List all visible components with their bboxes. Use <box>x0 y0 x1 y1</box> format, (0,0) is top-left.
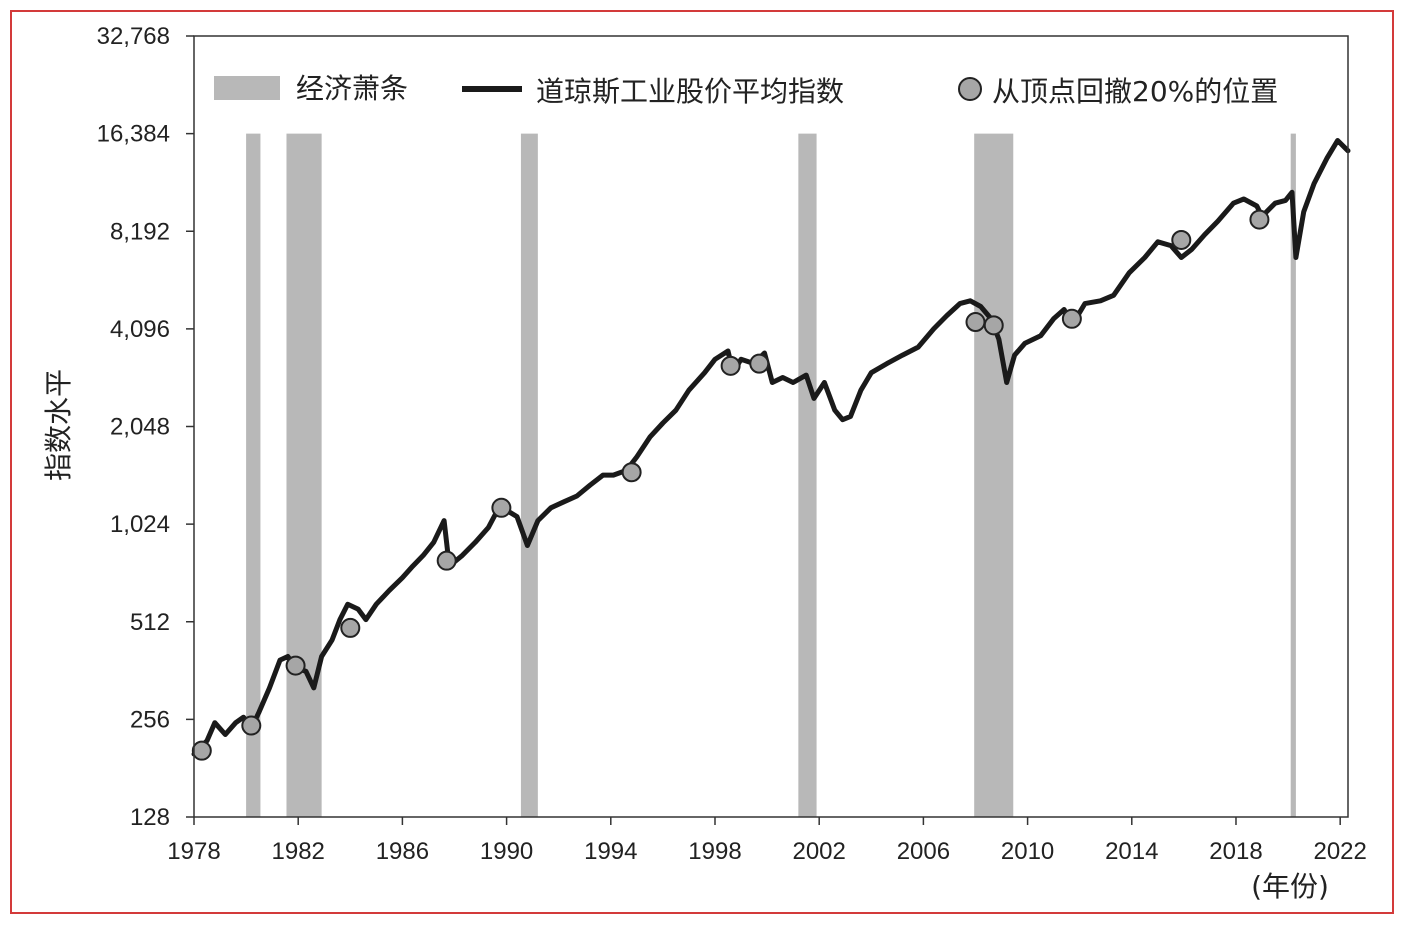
x-tick-label-4: 1994 <box>584 838 637 865</box>
recession-band-5 <box>1290 133 1296 817</box>
legend-recession-swatch <box>214 76 280 100</box>
drawdown-markers <box>191 209 1270 761</box>
y-axis-title: 指数水平 <box>42 369 75 481</box>
y-tick-label-3: 1,024 <box>110 511 170 538</box>
drawdown-marker-3 <box>340 617 361 638</box>
plot-area-border <box>193 35 1349 818</box>
x-tick-label-7: 2006 <box>897 838 950 865</box>
x-tick-label-1: 1982 <box>272 838 325 865</box>
drawdown-marker-6 <box>621 462 642 483</box>
x-tick-label-6: 2002 <box>792 838 845 865</box>
x-tick-label-3: 1990 <box>480 838 533 865</box>
recession-band-2 <box>520 133 538 817</box>
y-tick-label-8: 32,768 <box>97 23 170 50</box>
x-axis-ticks: 1978 1982 1986 1990 1994 1998 2002 2006 2010 2014… <box>167 817 1367 865</box>
drawdown-marker-0 <box>191 740 212 761</box>
drawdown-marker-5 <box>491 497 512 518</box>
chart-frame <box>10 10 1394 914</box>
recession-band-0 <box>246 133 261 817</box>
drawdown-marker-4 <box>436 550 457 571</box>
legend-dow-label: 道琼斯工业股价平均指数 <box>536 75 844 108</box>
recession-band-4 <box>974 133 1014 817</box>
y-tick-label-2: 512 <box>130 609 170 636</box>
x-tick-label-11: 2022 <box>1313 838 1366 865</box>
recession-band-1 <box>286 133 322 817</box>
x-axis-unit: (年份) <box>1251 870 1329 903</box>
drawdown-marker-1 <box>241 715 262 736</box>
y-axis-ticks: 128 256 512 1,024 2,048 4,096 8,192 16,384 32,76… <box>97 23 194 831</box>
legend: 经济萧条 道琼斯工业股价平均指数 从顶点回撤20%的位置 <box>214 72 1278 108</box>
legend-drawdown-marker-swatch <box>958 77 982 101</box>
x-tick-label-2: 1986 <box>376 838 429 865</box>
recession-bands <box>246 133 1296 817</box>
y-tick-label-7: 16,384 <box>97 121 170 148</box>
y-tick-label-6: 8,192 <box>110 218 170 245</box>
drawdown-marker-12 <box>1171 229 1192 250</box>
recession-band-3 <box>798 133 817 817</box>
y-tick-label-0: 128 <box>130 804 170 831</box>
drawdown-marker-10 <box>983 315 1004 336</box>
drawdown-marker-11 <box>1061 308 1082 329</box>
legend-recession-label: 经济萧条 <box>296 72 408 105</box>
drawdown-marker-7 <box>720 355 741 376</box>
x-tick-label-0: 1978 <box>167 838 220 865</box>
y-tick-label-1: 256 <box>130 706 170 733</box>
drawdown-marker-8 <box>749 353 770 374</box>
x-tick-label-9: 2014 <box>1105 838 1158 865</box>
x-tick-label-8: 2010 <box>1001 838 1054 865</box>
legend-drawdown-label: 从顶点回撤20%的位置 <box>992 75 1278 108</box>
y-tick-label-5: 4,096 <box>110 316 170 343</box>
drawdown-marker-2 <box>285 655 306 676</box>
y-tick-label-4: 2,048 <box>110 414 170 441</box>
x-tick-label-5: 1998 <box>688 838 741 865</box>
x-tick-label-10: 2018 <box>1209 838 1262 865</box>
drawdown-marker-9 <box>965 312 986 333</box>
drawdown-marker-13 <box>1249 209 1270 230</box>
